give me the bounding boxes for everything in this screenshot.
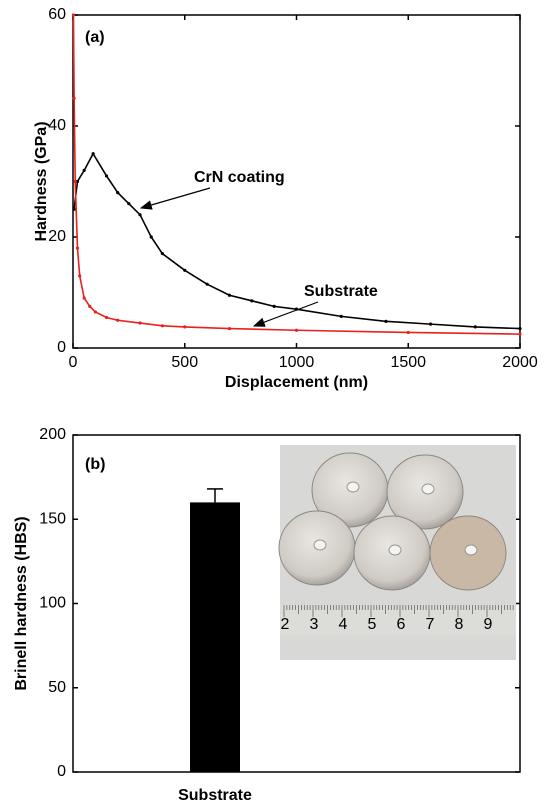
panel-label: (a) [85,29,105,46]
data-point [73,179,77,184]
data-point [71,13,76,17]
data-point [160,324,164,328]
data-point [138,321,142,325]
ruler-label: 4 [339,616,348,633]
data-point [250,299,254,303]
data-point [518,332,522,336]
y-tick-label: 200 [39,426,66,443]
data-point [227,326,232,331]
plot-frame [72,14,521,349]
x-tick-label: 1000 [279,354,315,371]
y-tick-label: 60 [48,6,66,23]
data-point [183,268,187,272]
ruler-label: 3 [310,616,319,633]
data-point [406,330,410,335]
data-point [339,314,343,318]
x-tick-label: 0 [69,354,78,371]
data-point [75,179,80,184]
y-tick-label: 100 [39,595,66,612]
data-point [138,213,142,217]
bar [190,502,240,772]
annotation-arrow [252,301,319,327]
panel-label: (b) [85,456,105,473]
data-point [473,325,477,329]
data-point [82,296,86,300]
annotation-arrow [139,187,211,210]
data-point [75,246,80,250]
y-axis-label: Hardness (GPa) [33,121,50,241]
x-axis-label: Displacement (nm) [225,374,368,391]
data-point [384,319,388,323]
data-point [227,293,232,297]
y-axis-label: Brinell hardness (HBS) [13,516,30,690]
data-point [518,326,522,331]
y-tick-label: 40 [48,117,66,134]
data-point [272,304,276,308]
y-tick-label: 0 [57,339,66,356]
x-tick-label: 2000 [502,354,538,371]
data-point [78,274,82,278]
annotation: CrN coating [194,169,285,186]
y-tick-label: 20 [48,228,66,245]
x-tick-label: Substrate [178,787,252,804]
y-tick-label: 50 [48,679,66,696]
data-point [82,168,86,172]
data-point [93,310,97,314]
ruler-label: 8 [455,616,464,633]
data-point [205,282,209,286]
data-point [149,235,153,239]
x-tick-label: 1500 [390,354,426,371]
data-point [104,315,109,320]
y-tick-label: 150 [39,510,66,527]
data-point [72,207,76,211]
data-point [294,328,299,332]
annotation: Substrate [304,283,378,300]
data-point [116,191,120,195]
sample-indent [421,483,435,495]
ruler-label: 5 [368,616,377,633]
data-line [73,152,521,330]
data-point [116,318,120,322]
sample-indent [388,544,402,556]
ruler [280,605,516,635]
data-line [72,14,521,335]
data-point [127,202,131,206]
data-point [160,252,164,256]
ruler-label: 2 [281,616,290,633]
ruler-label: 7 [426,616,435,633]
data-point [91,152,95,156]
sample-indent [464,544,478,556]
data-point [429,322,433,326]
data-point [104,174,109,178]
y-tick-label: 0 [57,763,66,780]
ruler-label: 9 [484,616,493,633]
sample-indent [313,539,327,551]
data-point [183,325,187,329]
inset-photo: 2 3 4 5 6 7 8 9 [278,445,516,660]
data-point [88,304,92,308]
sample-indent [346,481,360,493]
data-point [72,96,76,100]
x-tick-label: 500 [171,354,198,371]
ruler-label: 6 [397,616,406,633]
